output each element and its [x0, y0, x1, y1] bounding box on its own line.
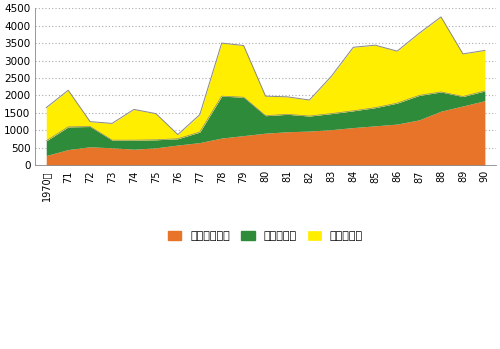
Legend: 日本向け輸出, 菜種輸出量, 菜種生産量: 日本向け輸出, 菜種輸出量, 菜種生産量: [168, 231, 363, 242]
